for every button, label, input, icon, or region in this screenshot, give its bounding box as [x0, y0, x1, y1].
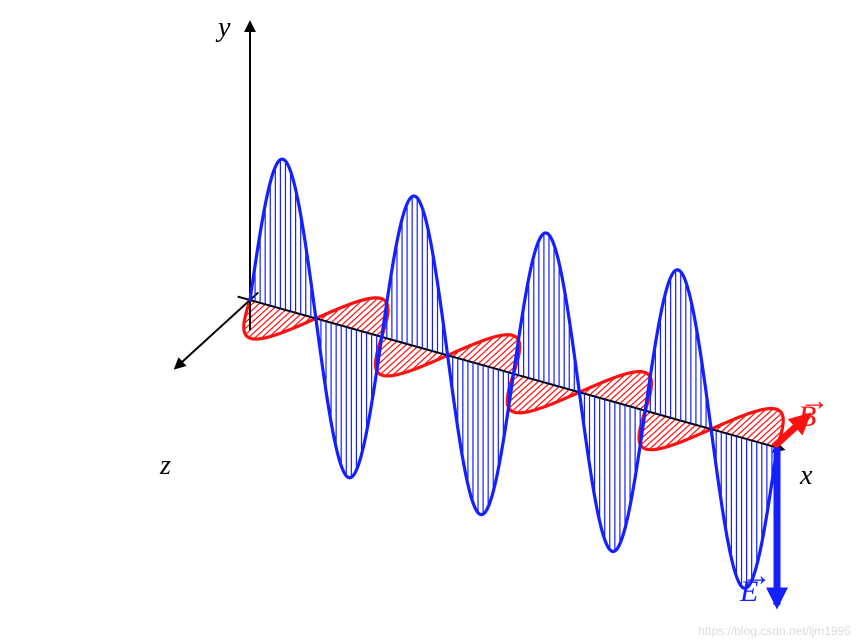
- vector-arrow-glyph-b: →: [800, 384, 827, 418]
- axis-label-z: z: [160, 450, 171, 482]
- em-wave-diagram: x y z → B → E https://blog.csdn.net/ljm1…: [0, 0, 857, 642]
- watermark: https://blog.csdn.net/ljm1995: [698, 624, 851, 638]
- field-vector-arrows: [774, 415, 808, 605]
- vector-arrow-glyph-e: →: [742, 559, 769, 593]
- vector-label-b: → B: [798, 400, 816, 434]
- diagram-svg: [0, 0, 857, 642]
- vector-label-e: → E: [740, 575, 758, 609]
- axis-label-x: x: [800, 460, 812, 492]
- axis-label-y: y: [218, 12, 230, 44]
- e-field-curve: [250, 159, 777, 588]
- axes: [175, 23, 783, 450]
